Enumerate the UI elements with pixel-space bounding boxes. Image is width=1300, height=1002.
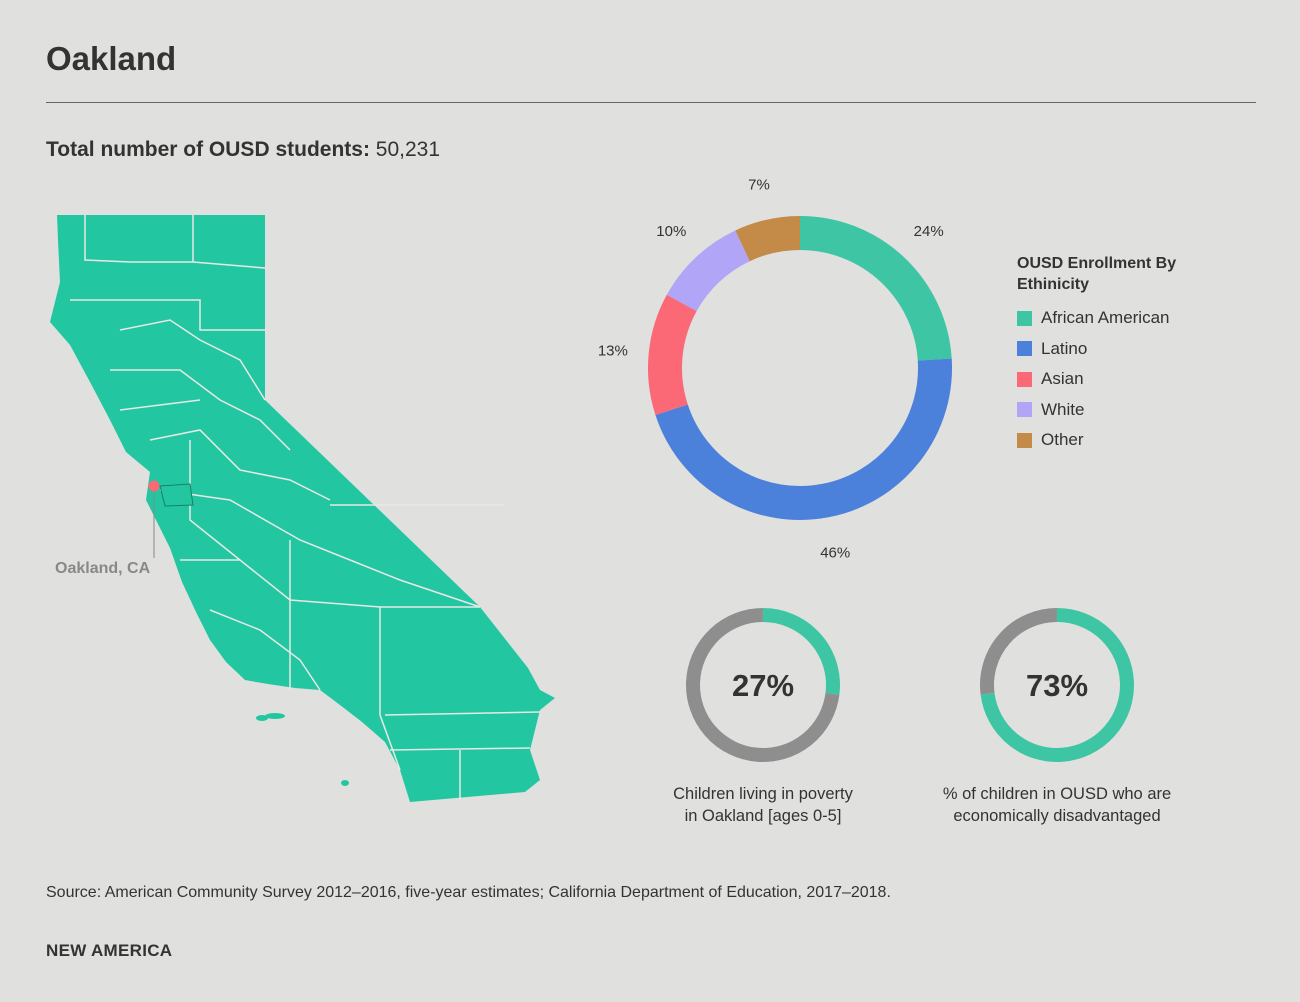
legend-swatch [1017,432,1032,448]
caption-line: in Oakland [ages 0-5] [684,807,842,825]
donut-slice-african-american [799,216,952,361]
divider [46,102,1256,103]
donut-value-arc [980,608,1134,762]
legend-swatch [1017,341,1032,357]
donut-slice-white [666,230,751,312]
source-note: Source: American Community Survey 2012–2… [46,884,891,901]
legend-item: African American [1017,303,1187,334]
california-map [50,215,555,802]
poverty-donut-chart: 27% [686,608,840,762]
county-borders [70,215,541,800]
alameda-county [159,483,194,507]
legend-item: Asian [1017,364,1187,395]
total-label: Total number of OUSD students: [46,138,370,161]
legend-swatch [1017,310,1032,326]
total-students: Total number of OUSD students: 50,231 [46,138,440,162]
legend-item: Latino [1017,334,1187,365]
donut-center-label: 27% [732,668,794,703]
slice-label: 10% [656,223,686,240]
california-shape [50,215,555,802]
oakland-marker [148,480,160,492]
legend-swatch [1017,402,1032,418]
disadvantaged-donut-chart: 73% [980,608,1134,762]
donut-remainder [980,608,1058,695]
legend-item: Other [1017,425,1187,456]
slice-label: 46% [820,545,850,562]
legend-title: OUSD Enrollment By Ethinicity [1017,255,1177,293]
brand-logo: NEW AMERICA [46,941,173,960]
disadvantaged-caption: % of children in OUSD who are economical… [907,783,1207,827]
poverty-caption: Children living in poverty in Oakland [a… [613,783,913,827]
donut-slice-other [735,216,801,262]
donut-value-arc [762,608,840,695]
page-title: Oakland [46,40,177,77]
donut-center-label: 73% [1026,668,1088,703]
slice-label: 24% [914,223,944,240]
total-value: 50,231 [375,138,441,161]
legend-item: White [1017,395,1187,426]
island [265,713,285,719]
legend-swatch [1017,371,1032,387]
caption-line: Children living in poverty [673,785,853,803]
caption-line: economically disadvantaged [953,807,1161,825]
oakland-label: Oakland, CA [55,560,151,577]
ethnicity-donut-chart: 24% 46% 13% 10% 7% [598,177,952,562]
legend-label: African American [1041,308,1170,328]
slice-label: 13% [598,342,628,359]
donut-remainder [686,608,840,762]
legend-label: Latino [1041,338,1088,358]
island [256,715,268,721]
ethnicity-legend: OUSD Enrollment By Ethinicity African Am… [1017,253,1187,456]
legend-label: Other [1041,430,1084,450]
legend-label: White [1041,399,1085,419]
island [341,780,349,786]
caption-line: % of children in OUSD who are [942,785,1172,803]
slice-label: 7% [748,177,770,194]
donut-slice-latino [655,358,952,520]
donut-slice-asian [648,294,697,415]
legend-label: Asian [1041,369,1084,389]
